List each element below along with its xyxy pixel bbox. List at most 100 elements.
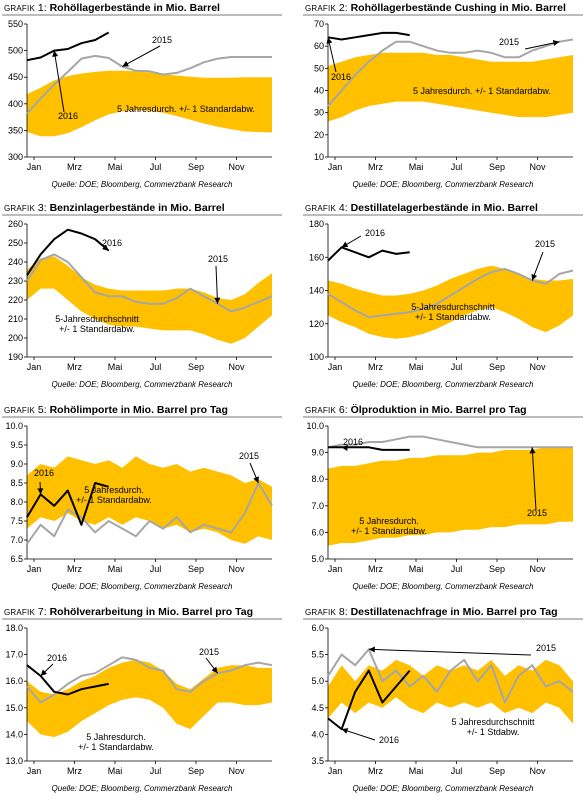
y-tick-label: 8.0	[10, 497, 23, 507]
arrow-2016-head	[341, 445, 348, 452]
band-label: 5 Jahresdurchschnitt	[451, 717, 535, 727]
chart-svg: 100 120 140 160 180 Jan Mrz Mai Jul Sep Nov 2016 201…	[303, 214, 583, 372]
label-2016: 2016	[47, 653, 67, 663]
chart-panel-2: GRAFIK 2: Rohöllagerbestände Cushing in …	[303, 2, 583, 204]
series-2015-line	[26, 482, 273, 545]
chart-svg: 5.0 6.0 7.0 8.0 9.0 10.0 Jan Mrz Mai Jul Sep Nov 201…	[303, 416, 583, 574]
series-2015-line	[327, 435, 573, 449]
series-2016-line	[26, 664, 109, 696]
chart-title-prefix: GRAFIK	[4, 608, 35, 617]
x-tick-label: Jul	[451, 162, 463, 172]
y-tick-label: 7.0	[10, 535, 23, 545]
chart-title-prefix: GRAFIK	[305, 608, 336, 617]
x-tick-label: Sep	[188, 766, 204, 776]
x-tick-label: Mai	[409, 362, 424, 372]
chart-title-text: Rohölimporte in Mio. Barrel pro Tag	[49, 404, 228, 416]
band-label: 5-Jahresdurchschnitt	[411, 302, 495, 312]
y-tick-label: 50	[314, 63, 324, 73]
y-tick-label: 9.0	[311, 448, 324, 458]
y-tick-label: 9.0	[10, 459, 23, 469]
arrow-2016-head	[326, 37, 333, 44]
arrow-2016-head	[102, 244, 109, 251]
band-label: +/- 1 Standardabw.	[78, 742, 154, 752]
std-band	[328, 447, 573, 546]
y-tick-label: 100	[309, 352, 324, 362]
y-tick-label: 10	[314, 152, 324, 162]
y-tick-label: 4.5	[311, 703, 324, 713]
x-tick-label: Jan	[328, 362, 343, 372]
label-2016: 2016	[58, 111, 78, 121]
x-tick-label: Nov	[228, 362, 245, 372]
x-tick-label: Sep	[188, 362, 204, 372]
series-2016-line	[327, 669, 411, 731]
x-tick-label: Mai	[409, 162, 424, 172]
y-tick-label: 40	[314, 86, 324, 96]
label-2016: 2016	[34, 468, 54, 478]
arrow-2015-head	[552, 40, 560, 46]
x-tick-label: Mrz	[368, 162, 383, 172]
chart-title: GRAFIK 1: Rohöllagerbestände in Mio. Bar…	[4, 2, 220, 14]
y-tick-label: 4.0	[311, 729, 324, 739]
chart-panel-6: GRAFIK 6: Ölproduktion in Mio. Barrel pr…	[303, 404, 583, 606]
x-tick-label: Nov	[529, 162, 546, 172]
chart-panel-8: GRAFIK 8: Destillatenachfrage in Mio. Ba…	[303, 606, 583, 808]
chart-panel-3: GRAFIK 3: Benzinlagerbestände in Mio. Ba…	[2, 202, 282, 404]
y-tick-label: 10.0	[306, 421, 324, 431]
x-tick-label: Mrz	[368, 766, 383, 776]
y-tick-label: 300	[8, 152, 23, 162]
source-note: Quelle: DOE; Bloomberg, Commerzbank Rese…	[51, 582, 233, 591]
x-tick-label: Nov	[228, 564, 245, 574]
y-tick-label: 160	[309, 252, 324, 262]
x-tick-label: Jan	[328, 162, 343, 172]
x-tick-label: Jul	[150, 362, 162, 372]
source-note: Quelle: DOE; Bloomberg, Commerzbank Rese…	[51, 784, 233, 793]
x-tick-label: Jan	[27, 162, 42, 172]
y-tick-label: 210	[8, 314, 23, 324]
series-2016-line	[327, 31, 410, 41]
chart-title-prefix: GRAFIK	[4, 204, 35, 213]
x-tick-label: Mai	[108, 162, 123, 172]
y-tick-label: 8.0	[311, 474, 324, 484]
std-band	[328, 265, 573, 339]
y-tick-label: 220	[8, 295, 23, 305]
x-tick-label: Jul	[451, 362, 463, 372]
x-tick-label: Sep	[489, 162, 505, 172]
y-tick-label: 240	[8, 257, 23, 267]
chart-svg: 3.5 4.0 4.5 5.0 5.5 6.0 Jan Mrz Mai Jul Sep Nov 2016…	[303, 618, 583, 776]
x-tick-label: Mrz	[67, 766, 82, 776]
label-2016: 2016	[331, 72, 351, 82]
y-tick-label: 450	[8, 72, 23, 82]
x-tick-label: Mai	[108, 564, 123, 574]
label-2015: 2015	[535, 239, 555, 249]
x-tick-label: Sep	[489, 362, 505, 372]
x-tick-label: Jul	[150, 162, 162, 172]
chart-title-text: Rohöllagerbestände Cushing in Mio. Barre…	[350, 2, 566, 14]
y-tick-label: 60	[314, 41, 324, 51]
chart-title: GRAFIK 4: Destillatelagerbestände in Mio…	[305, 202, 538, 214]
label-2015: 2015	[239, 451, 259, 461]
arrow-2015-head	[531, 273, 538, 281]
label-2016: 2016	[102, 238, 122, 248]
series-2015-line	[26, 54, 272, 115]
chart-title-number: 2:	[338, 2, 348, 14]
y-tick-label: 10.0	[5, 421, 23, 431]
arrow-2015-head	[122, 61, 129, 67]
source-note: Quelle: DOE; Bloomberg, Commerzbank Rese…	[51, 180, 233, 189]
y-tick-label: 230	[8, 276, 23, 286]
source-note: Quelle: DOE; Bloomberg, Commerzbank Rese…	[352, 784, 534, 793]
arrow-2016	[53, 50, 65, 113]
chart-title-text: Destillatelagerbestände in Mio. Barrel	[350, 202, 538, 214]
arrow-2015	[368, 648, 532, 656]
chart-title-number: 5:	[37, 404, 47, 416]
x-tick-label: Nov	[228, 766, 245, 776]
y-tick-label: 550	[8, 19, 23, 29]
y-tick-label: 8.5	[10, 478, 23, 488]
x-tick-label: Nov	[529, 362, 546, 372]
x-tick-label: Mrz	[368, 564, 383, 574]
chart-svg: 190 200 210 220 230 240 250 260 Jan Mrz Mai Jul Sep N…	[2, 214, 282, 372]
band-label: 5 Jahresdurch. +/- 1 Standardabw.	[117, 104, 255, 114]
y-tick-label: 500	[8, 46, 23, 56]
y-tick-label: 5.5	[311, 650, 324, 660]
chart-title-number: 6:	[338, 404, 348, 416]
